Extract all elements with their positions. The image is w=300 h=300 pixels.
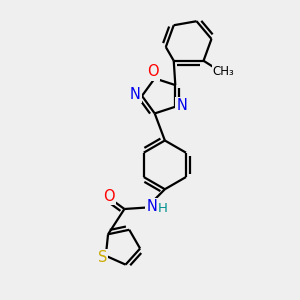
Text: H: H (158, 202, 168, 214)
Text: O: O (147, 64, 159, 79)
Text: S: S (98, 250, 107, 265)
Text: N: N (130, 87, 141, 102)
Text: O: O (103, 189, 115, 204)
Text: N: N (176, 98, 187, 113)
Text: CH₃: CH₃ (213, 65, 234, 78)
Text: N: N (147, 199, 158, 214)
